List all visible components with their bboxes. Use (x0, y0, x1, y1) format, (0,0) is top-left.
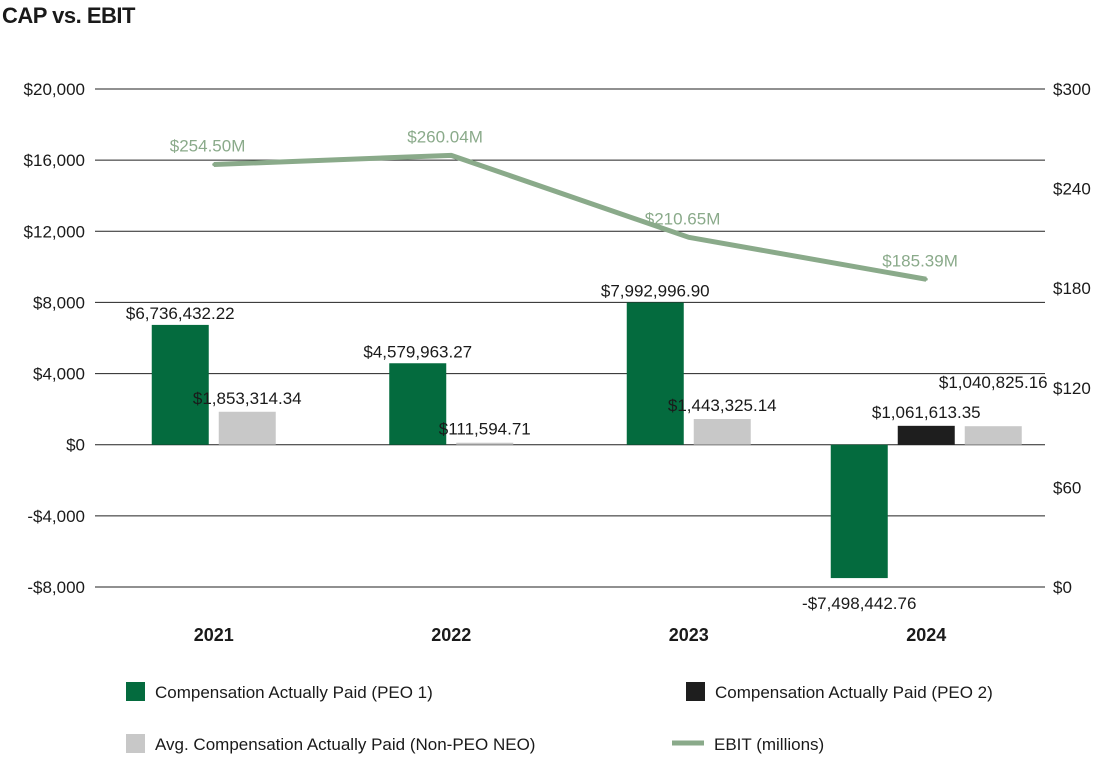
data-label-peo1: $7,992,996.90 (601, 282, 710, 301)
left-axis-tick-label: $20,000 (24, 80, 85, 99)
bar-neo (456, 442, 514, 445)
bar-peo1 (151, 324, 209, 445)
category-label: 2024 (906, 625, 946, 645)
bar-peo2 (897, 425, 955, 445)
data-label-peo2: $1,061,613.35 (872, 403, 981, 422)
ebit-point (687, 235, 691, 239)
chart-title: CAP vs. EBIT (2, 3, 135, 28)
left-axis-tick-label: -$4,000 (27, 507, 85, 526)
legend-swatch-peo1 (126, 682, 145, 701)
legend-swatch-peo2 (686, 682, 705, 701)
right-axis-tick-label: $180 (1053, 279, 1091, 298)
data-label-neo: $1,853,314.34 (193, 389, 302, 408)
left-axis-tick-label: $4,000 (33, 365, 85, 384)
right-axis-tick-label: $240 (1053, 180, 1091, 199)
data-label-ebit: $210.65M (645, 209, 721, 228)
category-label: 2021 (194, 625, 234, 645)
category-label: 2022 (431, 625, 471, 645)
left-axis-tick-label: $16,000 (24, 151, 85, 170)
data-label-neo: $111,594.71 (439, 420, 531, 439)
data-label-peo1: -$7,498,442.76 (802, 594, 916, 613)
legend-label-peo2: Compensation Actually Paid (PEO 2) (715, 683, 993, 702)
right-axis-tick-label: $300 (1053, 80, 1091, 99)
bar-neo (218, 411, 276, 445)
ebit-point (924, 277, 928, 281)
right-axis-tick-label: $120 (1053, 379, 1091, 398)
left-axis-tick-label: $8,000 (33, 293, 85, 312)
data-label-neo: $1,040,825.16 (939, 373, 1048, 392)
left-axis-tick-label: $12,000 (24, 222, 85, 241)
data-label-neo: $1,443,325.14 (668, 396, 777, 415)
left-axis-tick-label: -$8,000 (27, 578, 85, 597)
data-label-ebit: $260.04M (407, 127, 483, 146)
right-axis-tick-label: $0 (1053, 578, 1072, 597)
ebit-line (213, 152, 927, 282)
data-label-ebit: $254.50M (170, 137, 246, 156)
bar-peo1 (830, 444, 888, 579)
bar-neo (964, 426, 1022, 445)
ebit-point (449, 153, 453, 157)
ebit-point (212, 163, 216, 167)
data-label-peo1: $4,579,963.27 (363, 342, 472, 361)
legend-swatch-neo (126, 734, 145, 753)
bar-peo1 (626, 302, 684, 445)
bar-peo1 (389, 363, 447, 445)
left-axis-tick-label: $0 (66, 436, 85, 455)
legend-label-peo1: Compensation Actually Paid (PEO 1) (155, 683, 433, 702)
data-label-ebit: $185.39M (882, 251, 958, 270)
category-label: 2023 (669, 625, 709, 645)
bar-neo (693, 419, 751, 445)
right-axis-tick-label: $60 (1053, 478, 1081, 497)
data-label-peo1: $6,736,432.22 (126, 304, 235, 323)
legend-label-ebit: EBIT (millions) (714, 735, 824, 754)
legend-label-neo: Avg. Compensation Actually Paid (Non-PEO… (155, 735, 535, 754)
